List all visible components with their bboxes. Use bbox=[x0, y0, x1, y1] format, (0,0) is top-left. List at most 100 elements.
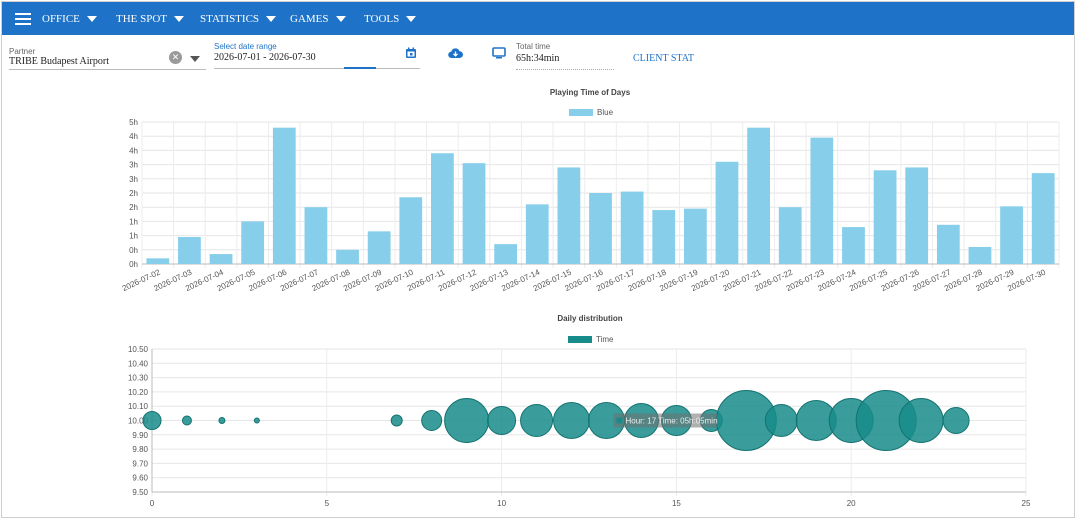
bar bbox=[462, 163, 486, 264]
x-tick-label: 15 bbox=[672, 499, 681, 508]
y-tick-label: 4h bbox=[129, 146, 138, 155]
legend-label: Time bbox=[596, 335, 614, 344]
client-stat-link[interactable]: CLIENT STAT bbox=[633, 53, 694, 64]
bar bbox=[336, 249, 359, 264]
bar bbox=[272, 127, 296, 265]
y-tick-label: 5h bbox=[129, 118, 138, 127]
bar bbox=[178, 237, 201, 264]
bar bbox=[842, 227, 865, 264]
y-tick-label: 0h bbox=[129, 260, 138, 269]
bubble-point bbox=[553, 402, 591, 439]
bar bbox=[209, 254, 233, 264]
y-tick-label: 10.10 bbox=[128, 402, 149, 411]
bubble-chart-legend: Time bbox=[568, 335, 613, 344]
y-tick-label: 10.40 bbox=[128, 359, 149, 368]
total-time-label: Total time bbox=[516, 42, 551, 51]
nav-statistics[interactable]: STATISTICS bbox=[200, 2, 277, 35]
y-tick-label: 10.20 bbox=[128, 388, 149, 397]
top-nav-bar: OFFICE THE SPOT STATISTICS GAMES TOOLS bbox=[2, 2, 1074, 35]
bubble-point bbox=[421, 410, 443, 431]
clear-icon[interactable]: ✕ bbox=[169, 51, 182, 64]
nav-games[interactable]: GAMES bbox=[290, 2, 346, 35]
x-tick-label: 25 bbox=[1022, 499, 1031, 508]
bar bbox=[810, 137, 834, 264]
nav-statistics-label: STATISTICS bbox=[200, 12, 260, 25]
bubble-point bbox=[444, 398, 490, 443]
cloud-download-icon[interactable] bbox=[448, 47, 463, 59]
bar bbox=[620, 191, 644, 264]
bar bbox=[367, 231, 391, 264]
bar bbox=[873, 170, 897, 264]
calendar-icon[interactable] bbox=[405, 47, 417, 59]
bar bbox=[431, 153, 454, 264]
bar bbox=[936, 224, 960, 264]
y-tick-label: 3h bbox=[129, 161, 138, 170]
y-tick-label: 9.70 bbox=[132, 459, 148, 468]
bar bbox=[1031, 173, 1055, 264]
bar bbox=[1000, 206, 1023, 264]
y-tick-label: 1h bbox=[129, 232, 138, 241]
bubble-point bbox=[942, 407, 970, 434]
partner-label: Partner bbox=[9, 47, 36, 56]
hamburger-menu-icon[interactable] bbox=[15, 13, 31, 25]
y-tick-label: 10.30 bbox=[128, 374, 149, 383]
nav-tools-label: TOOLS bbox=[364, 12, 400, 25]
monitor-icon[interactable] bbox=[492, 47, 506, 59]
bar bbox=[778, 207, 802, 264]
nav-the-spot-label: THE SPOT bbox=[116, 12, 168, 25]
legend-label: Blue bbox=[597, 108, 614, 117]
bubble-point bbox=[142, 411, 162, 430]
y-tick-label: 3h bbox=[129, 175, 138, 184]
y-tick-label: 9.60 bbox=[132, 474, 148, 483]
caret-down-icon bbox=[335, 15, 346, 22]
date-range-underline bbox=[214, 68, 420, 69]
bubble-point bbox=[764, 404, 798, 437]
date-range-input[interactable]: 2026-07-01 - 2026-07-30 bbox=[214, 52, 316, 63]
y-tick-label: 4h bbox=[129, 132, 138, 141]
y-tick-label: 10.00 bbox=[128, 417, 149, 426]
caret-down-icon bbox=[174, 15, 185, 22]
bubble-point bbox=[898, 398, 944, 443]
bar bbox=[525, 204, 549, 264]
nav-games-label: GAMES bbox=[290, 12, 329, 25]
y-tick-label: 0h bbox=[129, 246, 138, 255]
dropdown-caret-icon[interactable] bbox=[190, 56, 200, 62]
bar bbox=[557, 167, 581, 264]
bubble-point bbox=[390, 414, 403, 427]
tooltip-box bbox=[613, 413, 718, 428]
bar bbox=[304, 207, 328, 264]
bar bbox=[589, 193, 612, 264]
bar-chart-legend: Blue bbox=[569, 108, 613, 117]
caret-down-icon bbox=[266, 15, 277, 22]
tooltip-text: Hour: 17 Time: 05h:05min bbox=[625, 417, 717, 426]
bar bbox=[494, 244, 518, 264]
bubble-chart-title: Daily distribution bbox=[557, 314, 623, 323]
y-tick-label: 1h bbox=[129, 217, 138, 226]
x-tick-label: 10 bbox=[497, 499, 506, 508]
bubble-point bbox=[218, 417, 226, 424]
y-tick-label: 2h bbox=[129, 189, 138, 198]
bar bbox=[241, 221, 265, 264]
y-tick-label: 2h bbox=[129, 203, 138, 212]
bar bbox=[146, 258, 170, 264]
bar-chart-title: Playing Time of Days bbox=[549, 88, 631, 97]
nav-office[interactable]: OFFICE bbox=[42, 2, 97, 35]
total-time-underline bbox=[516, 68, 614, 70]
x-tick-label: 5 bbox=[325, 499, 330, 508]
bubble-point bbox=[487, 406, 517, 435]
caret-down-icon bbox=[406, 15, 417, 22]
bubble-point bbox=[520, 404, 554, 437]
partner-select[interactable]: TRIBE Budapest Airport bbox=[9, 56, 109, 67]
y-tick-label: 9.90 bbox=[132, 431, 148, 440]
bubble-point bbox=[253, 417, 260, 424]
nav-the-spot[interactable]: THE SPOT bbox=[116, 2, 185, 35]
x-tick-label: 0 bbox=[150, 499, 155, 508]
legend-swatch bbox=[568, 336, 592, 343]
y-tick-label: 9.50 bbox=[132, 488, 148, 497]
y-tick-label: 10.50 bbox=[128, 345, 149, 354]
nav-office-label: OFFICE bbox=[42, 12, 80, 25]
nav-tools[interactable]: TOOLS bbox=[364, 2, 417, 35]
bar-chart: 0h0h1h1h2h2h3h3h4h4h5h2026-07-022026-07-… bbox=[121, 118, 1060, 293]
